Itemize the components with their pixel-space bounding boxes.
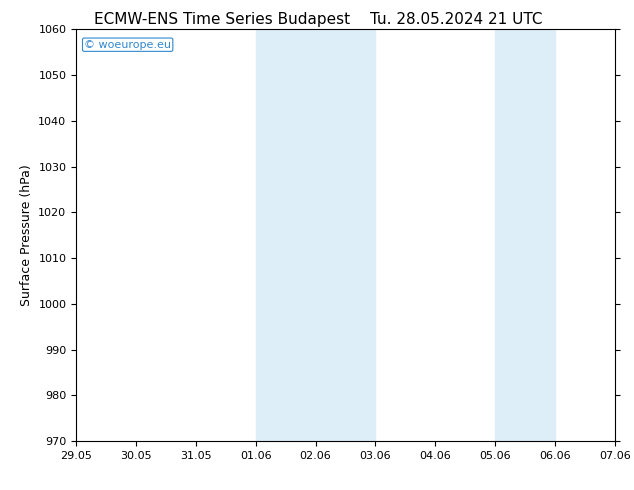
- Text: © woeurope.eu: © woeurope.eu: [84, 40, 171, 49]
- Text: ECMW-ENS Time Series Budapest: ECMW-ENS Time Series Budapest: [94, 12, 350, 27]
- Bar: [256, 29, 375, 441]
- Y-axis label: Surface Pressure (hPa): Surface Pressure (hPa): [20, 164, 33, 306]
- Text: Tu. 28.05.2024 21 UTC: Tu. 28.05.2024 21 UTC: [370, 12, 543, 27]
- Bar: [495, 29, 555, 441]
